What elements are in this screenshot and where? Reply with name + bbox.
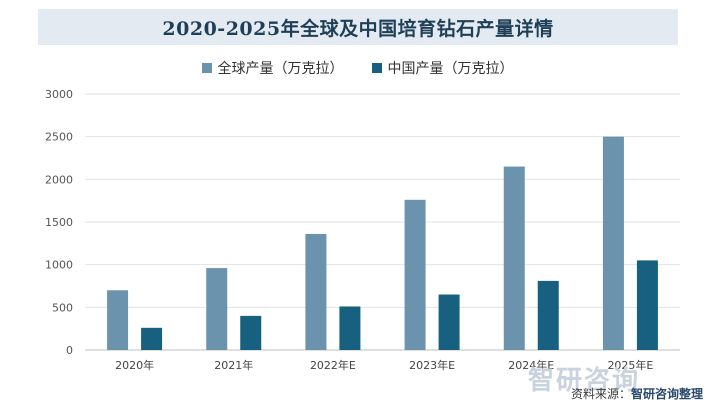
source-text: 智研咨询整理: [630, 387, 703, 401]
x-tick-label: 2023年E: [409, 358, 455, 372]
bar-global: [602, 136, 624, 350]
bar-china: [339, 306, 361, 350]
bar-china: [636, 260, 658, 350]
y-tick-label: 500: [52, 301, 73, 314]
legend: 全球产量（万克拉） 中国产量（万克拉）: [0, 58, 715, 78]
source-note: 资料来源：智研咨询整理: [571, 385, 703, 402]
chart-title-bar: 2020-2025年全球及中国培育钻石产量详情: [38, 9, 678, 45]
watermark-logo: 智研咨询: [528, 366, 641, 396]
y-tick-label: 3000: [45, 88, 73, 101]
x-tick-label: 2021年: [214, 358, 253, 372]
x-tick-label: 2025年E: [607, 358, 653, 372]
x-tick-label: 2022年E: [310, 358, 356, 372]
bar-china: [240, 315, 262, 350]
legend-label-china: 中国产量（万克拉）: [387, 61, 514, 77]
legend-swatch-china: [371, 63, 382, 73]
y-tick-label: 2000: [45, 173, 73, 186]
legend-swatch-global: [201, 63, 212, 73]
source-label: 资料来源：: [570, 387, 631, 401]
x-tick-label: 2024年E: [508, 358, 554, 372]
x-tick-label: 2020年: [115, 358, 154, 372]
y-tick-label: 1500: [45, 216, 73, 229]
y-tick-label: 1000: [45, 259, 73, 272]
bar-global: [305, 233, 327, 350]
legend-item-global: 全球产量（万克拉）: [201, 58, 344, 78]
bar-global: [206, 268, 228, 350]
bar-china: [141, 327, 163, 350]
y-tick-label: 2500: [45, 131, 73, 144]
bar-global: [503, 166, 525, 350]
bar-global: [107, 290, 129, 350]
legend-item-china: 中国产量（万克拉）: [371, 58, 514, 78]
y-tick-label: 0: [66, 344, 73, 357]
legend-label-global: 全球产量（万克拉）: [217, 61, 344, 77]
bar-china: [438, 294, 460, 350]
bar-global: [404, 199, 426, 350]
chart-title: 2020-2025年全球及中国培育钻石产量详情: [162, 17, 554, 40]
bar-china: [537, 280, 559, 350]
